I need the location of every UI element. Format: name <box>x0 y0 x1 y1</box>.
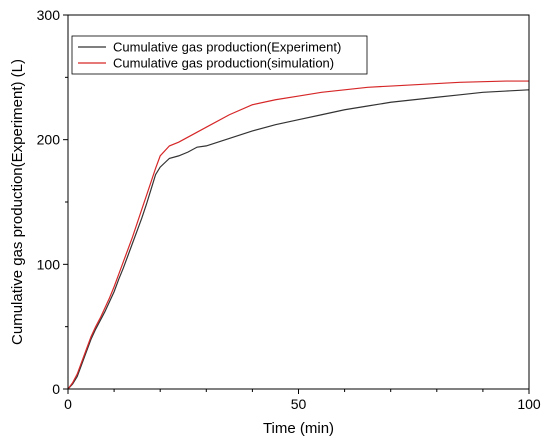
series-line-1 <box>67 89 530 390</box>
legend-label-2: Cumulative gas production(simulation) <box>113 56 334 71</box>
chart-marks <box>67 80 530 390</box>
x-tick-label: 100 <box>517 396 541 412</box>
y-tick-label: 300 <box>37 7 61 23</box>
legend: Cumulative gas production(Experiment)Cum… <box>71 35 368 75</box>
y-tick-label: 200 <box>37 132 61 148</box>
legend-label-1: Cumulative gas production(Experiment) <box>113 40 341 55</box>
legend-box <box>71 35 368 75</box>
y-tick-label: 100 <box>37 256 61 272</box>
y-axis-label: Cumulative gas production(Experiment) (L… <box>9 59 26 345</box>
y-axis-ticks: 0 100 200 300 <box>37 7 68 397</box>
x-axis-ticks: 0 50 100 <box>64 389 541 412</box>
x-tick-label: 0 <box>64 396 72 412</box>
y-tick-label: 0 <box>52 381 60 397</box>
x-axis-label: Time (min) <box>263 420 334 437</box>
x-tick-label: 50 <box>291 396 307 412</box>
series-line-2 <box>67 80 529 390</box>
